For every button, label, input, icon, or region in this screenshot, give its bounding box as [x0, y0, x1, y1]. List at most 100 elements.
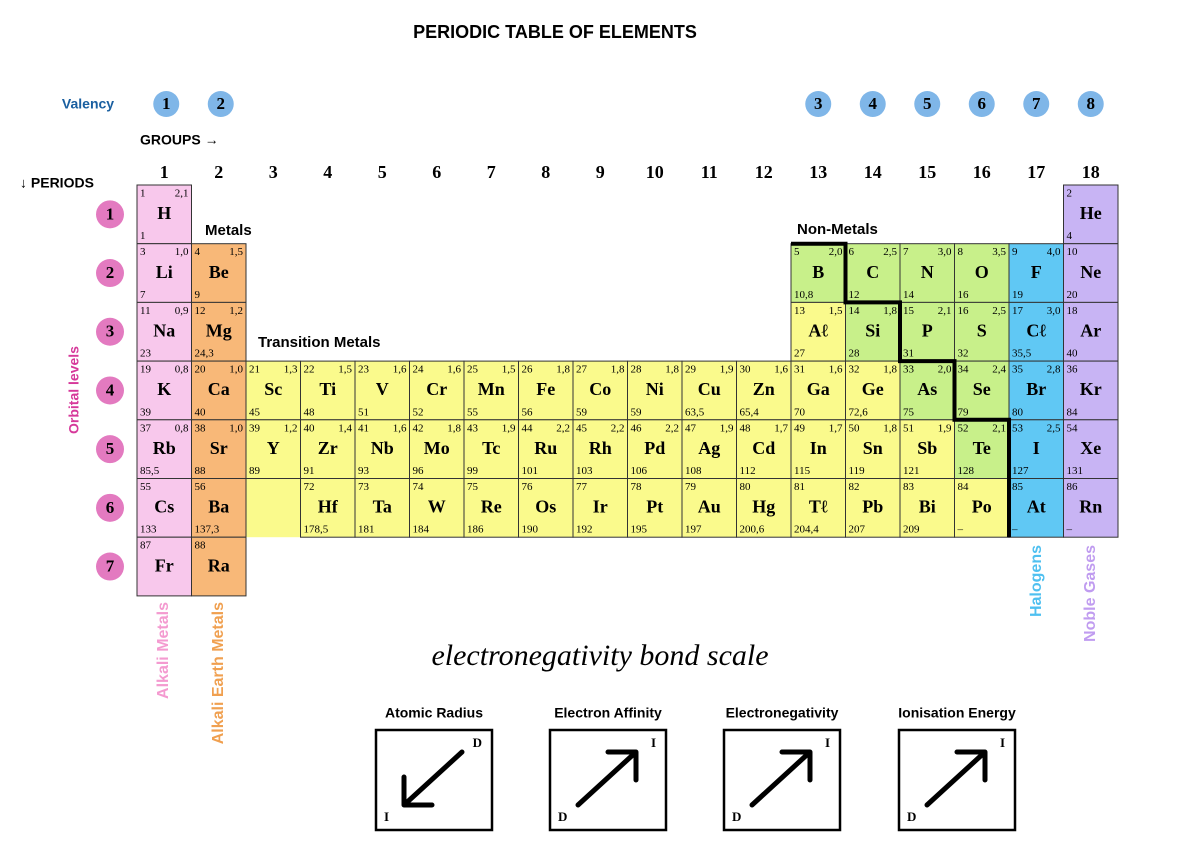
atomic-number: 37	[140, 422, 152, 434]
electronegativity: 2,5	[883, 246, 897, 258]
electronegativity: 4,0	[1047, 246, 1061, 258]
atomic-number: 56	[195, 481, 207, 493]
atomic-mass: 39	[140, 406, 152, 418]
atomic-number: 21	[249, 364, 260, 376]
element-symbol: Ni	[646, 379, 664, 399]
element-cell	[191, 536, 247, 597]
period-circle	[96, 493, 124, 522]
atomic-number: 52	[958, 422, 969, 434]
electronegativity: 2,0	[938, 364, 952, 376]
atomic-number: 88	[195, 540, 207, 552]
atomic-mass: 131	[1067, 465, 1084, 477]
atomic-mass: 127	[1012, 465, 1029, 477]
element-symbol: Tc	[482, 438, 500, 458]
trend-arrow	[924, 749, 988, 808]
atomic-mass: 55	[467, 406, 479, 418]
atomic-mass: 121	[903, 465, 920, 477]
atomic-mass: 72,6	[849, 406, 869, 418]
valency-label: Valency	[62, 96, 114, 112]
atomic-mass: 190	[522, 524, 539, 536]
metal-boundary	[791, 241, 1011, 538]
element-symbol: Tℓ	[809, 497, 828, 517]
trend-top: I	[651, 735, 656, 750]
atomic-number: 16	[958, 305, 970, 317]
atomic-number: 43	[467, 422, 479, 434]
atomic-number: 28	[631, 364, 643, 376]
element-cell	[899, 360, 955, 421]
halogens-label: Halogens	[1028, 545, 1045, 617]
atomic-number: 33	[903, 364, 915, 376]
element-symbol: Kr	[1080, 379, 1102, 399]
group-number: 15	[918, 162, 936, 182]
group-number: 13	[809, 162, 827, 182]
alkali-earth-label: Alkali Earth Metals	[210, 602, 227, 744]
title: PERIODIC TABLE OF ELEMENTS	[413, 22, 697, 42]
atomic-mass: 65,4	[740, 406, 760, 418]
electronegativity: 1,6	[774, 364, 788, 376]
atomic-number: 39	[249, 422, 261, 434]
trend-title: Atomic Radius	[385, 705, 483, 721]
atomic-number: 45	[576, 422, 588, 434]
atomic-number: 72	[304, 481, 315, 493]
atomic-number: 32	[849, 364, 860, 376]
atomic-mass: 207	[849, 524, 866, 536]
element-symbol: Ne	[1080, 262, 1101, 282]
element-symbol: Co	[589, 379, 611, 399]
element-symbol: Ru	[534, 438, 557, 458]
element-symbol: N	[921, 262, 934, 282]
atomic-number: 38	[195, 422, 207, 434]
atomic-mass: 89	[249, 465, 261, 477]
element-cell	[954, 360, 1010, 421]
element-cell	[300, 478, 356, 538]
trend-title: Electronegativity	[726, 705, 839, 721]
atomic-mass: 103	[576, 465, 593, 477]
period-number: 6	[106, 498, 115, 517]
element-cell	[354, 478, 410, 538]
group-number: 2	[214, 162, 223, 182]
atomic-mass: 79	[958, 406, 970, 418]
electronegativity: 1,6	[447, 364, 461, 376]
electronegativity: 2,5	[1047, 422, 1061, 434]
atomic-mass: 52	[413, 406, 424, 418]
atomic-number: 78	[631, 481, 643, 493]
element-symbol: Ba	[208, 497, 229, 517]
atomic-number: 47	[685, 422, 697, 434]
element-symbol: Sc	[264, 379, 282, 399]
element-cell	[1063, 360, 1119, 421]
electronegativity: 0,8	[175, 364, 189, 376]
electronegativity: 1,9	[720, 422, 734, 434]
atomic-mass: 181	[358, 524, 375, 536]
element-cell	[191, 478, 247, 538]
atomic-mass: 85,5	[140, 465, 160, 477]
atomic-number: 44	[522, 422, 534, 434]
atomic-mass: 184	[413, 524, 430, 536]
atomic-mass: 28	[849, 348, 861, 360]
electronegativity: 1,8	[883, 305, 897, 317]
element-cell	[845, 419, 901, 479]
atomic-number: 83	[903, 481, 915, 493]
element-symbol: F	[1031, 262, 1042, 282]
element-cell	[845, 478, 901, 538]
element-cell	[954, 243, 1010, 303]
valency-circle	[805, 91, 832, 117]
element-cell	[572, 478, 628, 538]
atomic-number: 20	[195, 364, 207, 376]
element-cell	[736, 478, 792, 538]
atomic-number: 51	[903, 422, 914, 434]
element-cell	[354, 360, 410, 421]
group-number: 3	[269, 162, 278, 182]
element-cell	[136, 184, 192, 245]
atomic-mass: 23	[140, 348, 152, 360]
element-symbol: He	[1080, 203, 1102, 223]
scale-caption: electronegativity bond scale	[431, 639, 768, 672]
atomic-number: 84	[958, 481, 970, 493]
group-number: 4	[323, 162, 332, 182]
orbital-label: Orbital levels	[66, 346, 82, 434]
element-symbol: Po	[972, 497, 992, 517]
element-cell	[463, 419, 519, 479]
group-number: 8	[541, 162, 550, 182]
element-symbol: Cs	[154, 497, 174, 517]
element-symbol: Cℓ	[1026, 321, 1046, 341]
element-symbol: Br	[1026, 379, 1046, 399]
atomic-mass: 88	[195, 465, 207, 477]
